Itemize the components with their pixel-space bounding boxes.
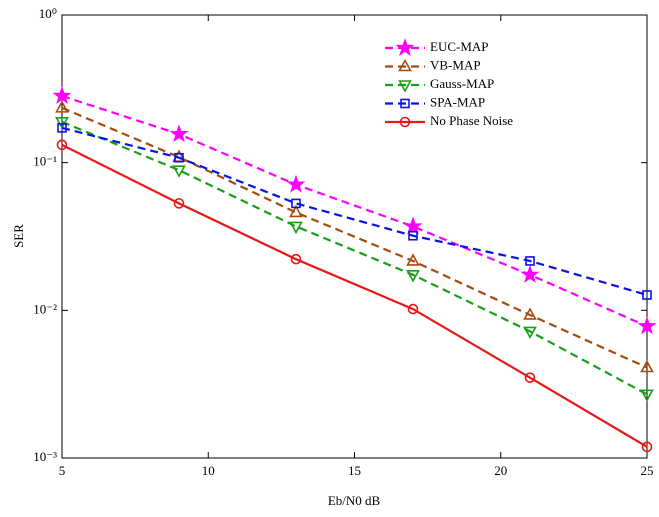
- y-tick-label: 10⁻³: [33, 449, 57, 464]
- x-tick-label: 10: [202, 463, 215, 478]
- legend-label: Gauss-MAP: [430, 76, 494, 91]
- x-tick-label: 15: [348, 463, 361, 478]
- y-axis-label: SER: [11, 224, 26, 248]
- legend-label: SPA-MAP: [430, 94, 485, 109]
- data-point: [57, 123, 67, 133]
- legend-label: No Phase Noise: [430, 113, 513, 128]
- x-tick-label: 25: [641, 463, 654, 478]
- data-point: [169, 124, 189, 143]
- series-line: [61, 94, 648, 328]
- legend-label: EUC-MAP: [430, 39, 489, 54]
- x-tick-label: 20: [494, 463, 507, 478]
- data-point: [291, 198, 301, 209]
- legend-marker: [400, 98, 410, 109]
- data-point: [290, 253, 302, 265]
- x-tick-label: 5: [59, 463, 66, 478]
- legend-marker: [395, 38, 415, 57]
- series-line: [61, 106, 648, 369]
- data-point: [403, 216, 423, 235]
- legend-marker: [398, 58, 412, 72]
- data-point: [523, 326, 537, 340]
- data-point: [408, 230, 418, 241]
- data-point: [172, 165, 186, 178]
- data-point: [406, 253, 420, 266]
- data-point: [640, 389, 654, 402]
- data-point: [55, 100, 69, 113]
- data-point: [55, 117, 69, 130]
- y-tick-label: 10⁻²: [33, 301, 57, 316]
- data-point: [637, 316, 657, 335]
- data-point: [173, 198, 185, 209]
- data-point: [289, 221, 303, 235]
- y-tick-label: 10⁰: [39, 6, 57, 21]
- x-axis-label: Eb/N0 dB: [328, 493, 381, 508]
- data-point: [407, 303, 419, 315]
- data-point: [289, 204, 303, 218]
- data-point: [52, 86, 72, 104]
- data-point: [641, 441, 653, 453]
- legend-label: VB-MAP: [430, 57, 481, 72]
- data-point: [640, 359, 654, 373]
- legend-marker: [399, 116, 411, 128]
- data-point: [406, 270, 420, 283]
- series-line: [61, 120, 648, 396]
- data-point: [286, 174, 306, 193]
- data-point: [174, 152, 184, 163]
- y-tick-label: 10⁻¹: [33, 154, 57, 169]
- data-point: [520, 264, 540, 283]
- data-point: [56, 139, 68, 151]
- data-point: [524, 372, 536, 383]
- data-point: [523, 307, 537, 320]
- legend-marker: [398, 80, 412, 93]
- data-point: [642, 290, 652, 300]
- series-line: [61, 143, 648, 448]
- data-point: [525, 256, 535, 266]
- series-line: [61, 126, 648, 297]
